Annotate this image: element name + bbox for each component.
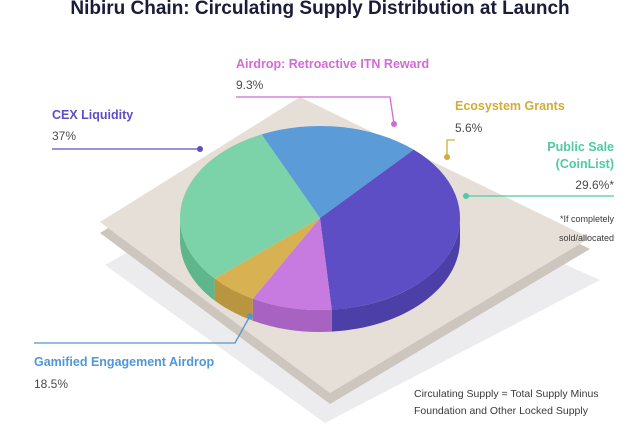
pie-side-walls [180,218,460,332]
slice-label-airdrop-itn: Airdrop: Retroactive ITN Reward [236,57,429,71]
leader-line-ecosystem-grants [446,139,455,157]
pie-top-slices [180,126,460,310]
slice-airdrop-retroactive-itn-reward [252,218,332,310]
slice-label-cex-liquidity: CEX Liquidity [52,108,133,122]
leader-dot-gamified-engagement-airdrop [247,313,253,319]
footnote-line-2: Foundation and Other Locked Supply [414,405,589,417]
leader-dot-cex-liquidity [197,146,203,152]
chart-title: Nibiru Chain: Circulating Supply Distrib… [70,0,569,19]
label-gamified-airdrop: Gamified Engagement Airdrop 18.5% [34,355,214,391]
slice-value-public-sale: 29.6%* [575,178,614,192]
slice-label-public-sale-line2: (CoinList) [556,157,614,171]
annotation-line-2: sold/allocated [559,233,614,243]
slice-value-airdrop-itn: 9.3% [236,78,264,92]
slice-side-airdrop-retroactive-itn-reward [252,298,332,332]
slice-side-public-sale-coinlist [180,218,215,301]
leader-dot-airdrop-retroactive-itn-reward [391,121,397,127]
slice-ecosystem-grants [214,218,320,299]
leader-line-gamified-engagement-airdrop [34,315,251,344]
label-airdrop-itn: Airdrop: Retroactive ITN Reward 9.3% [236,57,429,92]
leader-lines [34,96,614,344]
slice-side-ecosystem-grants [214,278,253,321]
footnote-line-1: Circulating Supply = Total Supply Minus [414,388,599,400]
slice-label-ecosystem-grants: Ecosystem Grants [455,99,565,113]
slice-cex-liquidity [320,149,460,310]
slice-value-ecosystem-grants: 5.6% [455,121,483,135]
leader-line-airdrop-retroactive-itn-reward [236,96,395,125]
slice-value-cex-liquidity: 37% [52,129,76,143]
label-ecosystem-grants: Ecosystem Grants 5.6% [455,99,565,135]
annotation-line-1: *If completely [560,214,615,224]
leader-dot-ecosystem-grants [444,154,450,160]
slice-label-gamified-airdrop: Gamified Engagement Airdrop [34,355,214,369]
label-public-sale: Public Sale (CoinList) 29.6%* [547,140,614,192]
slice-label-public-sale-line1: Public Sale [547,140,614,154]
slice-public-sale-coinlist [180,134,320,279]
label-cex-liquidity: CEX Liquidity 37% [52,108,133,143]
leader-dot-public-sale-coinlist [463,193,469,199]
slice-side-cex-liquidity [331,218,460,332]
slice-value-gamified-airdrop: 18.5% [34,377,68,391]
slice-gamified-engagement-airdrop [261,126,414,218]
